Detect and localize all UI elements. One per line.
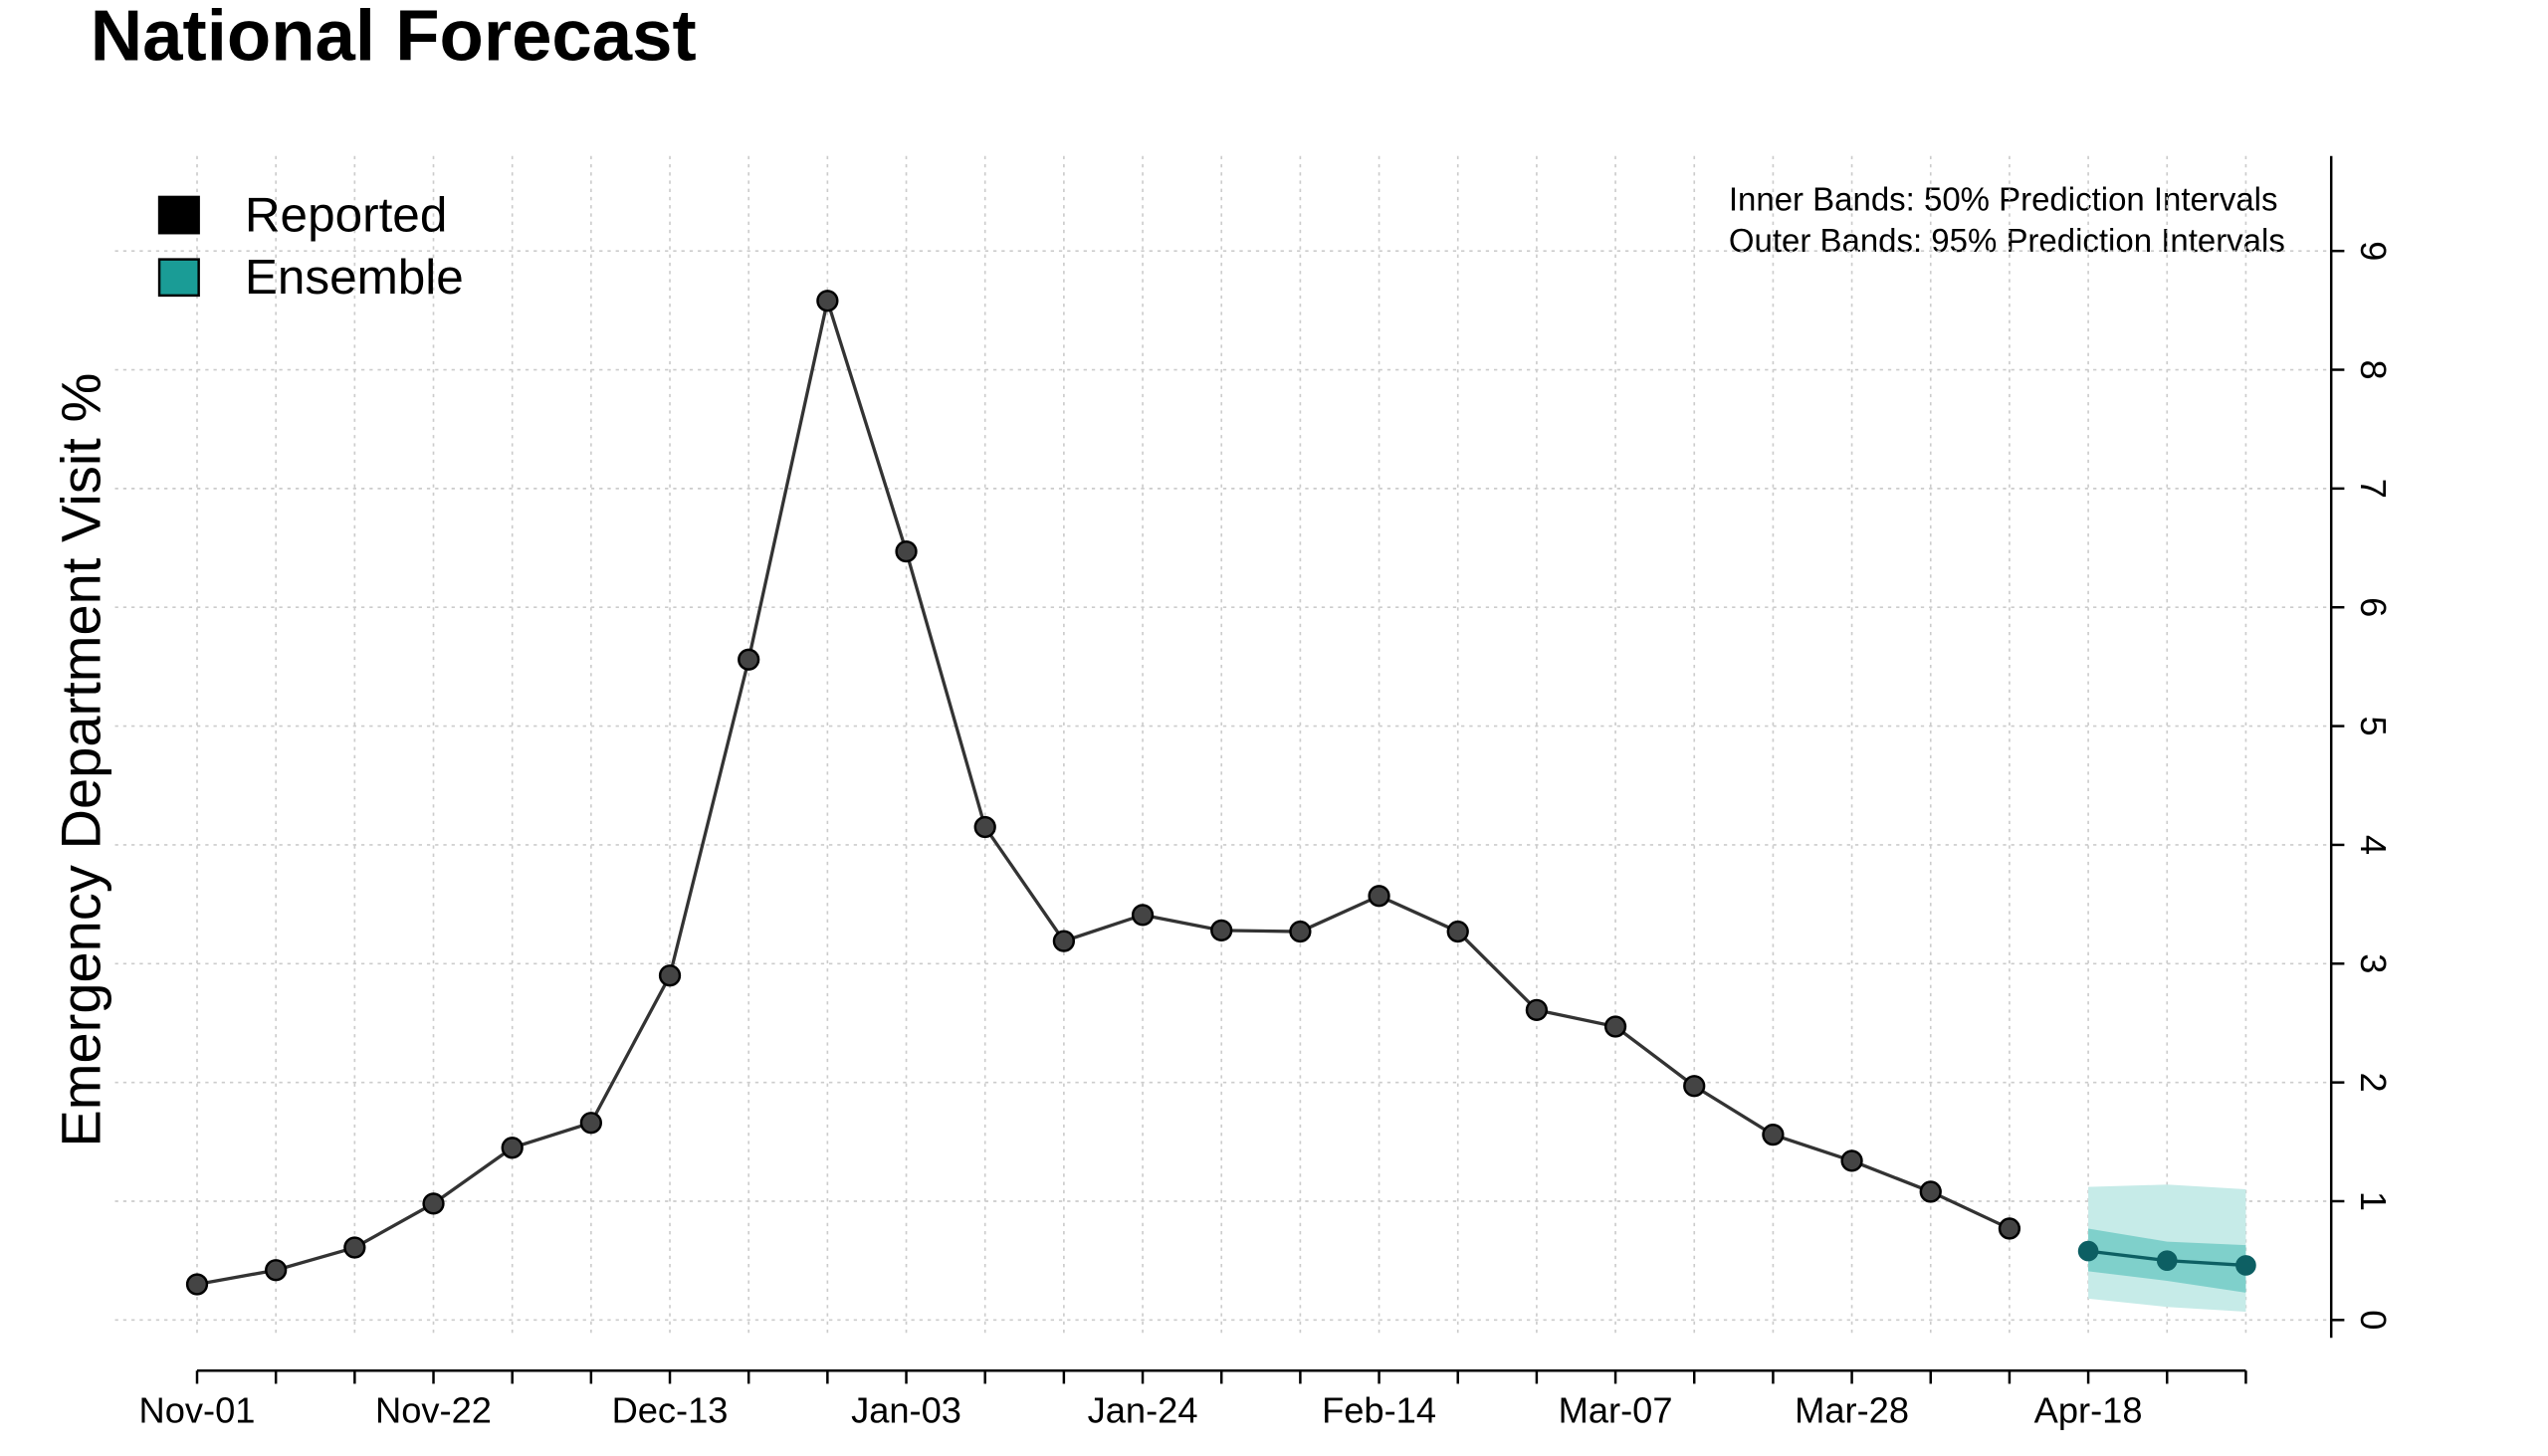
data-point (2156, 1250, 2178, 1271)
y-tick-label: 8 (2353, 359, 2394, 379)
legend-swatch (157, 258, 200, 298)
y-axis-label: Emergency Department Visit % (50, 373, 112, 1147)
data-point (422, 1192, 445, 1215)
annotation: Outer Bands: 95% Prediction Intervals (1729, 222, 2285, 259)
data-point (1840, 1149, 1863, 1172)
series-line (196, 294, 2011, 1287)
data-point (1762, 1124, 1785, 1146)
data-point (2235, 1255, 2256, 1276)
data-point (1919, 1180, 1942, 1203)
plot-area (185, 290, 2256, 1312)
data-point (1683, 1075, 1706, 1098)
data-point (973, 815, 996, 839)
x-tick-label: Nov-22 (375, 1390, 492, 1431)
data-point (1289, 920, 1312, 943)
legend-label: Reported (245, 187, 448, 242)
data-point (265, 1259, 288, 1282)
y-tick-label: 2 (2353, 1073, 2394, 1093)
data-point (658, 964, 682, 987)
legend-label: Ensemble (245, 250, 464, 305)
x-tick-label: Jan-03 (851, 1390, 961, 1431)
data-point (1998, 1217, 2021, 1240)
data-point (1446, 920, 1469, 943)
y-tick-label: 4 (2353, 835, 2394, 855)
y-tick-label: 6 (2353, 597, 2394, 617)
x-tick-label: Mar-07 (1559, 1390, 1673, 1431)
data-point (895, 540, 918, 563)
y-tick-label: 3 (2353, 953, 2394, 973)
y-tick-label: 0 (2353, 1310, 2394, 1330)
y-tick-label: 7 (2353, 479, 2394, 499)
data-point (1052, 930, 1076, 952)
y-tick-label: 9 (2353, 241, 2394, 261)
x-tick-label: Jan-24 (1088, 1390, 1198, 1431)
annotation: Inner Bands: 50% Prediction Intervals (1729, 181, 2278, 218)
x-tick-label: Nov-01 (139, 1390, 256, 1431)
x-tick-label: Feb-14 (1322, 1390, 1436, 1431)
data-point (1603, 1015, 1627, 1038)
data-point (1210, 919, 1233, 942)
x-tick-label: Dec-13 (612, 1390, 729, 1431)
y-tick-label: 5 (2353, 716, 2394, 735)
data-point (501, 1137, 524, 1159)
data-point (579, 1112, 602, 1135)
data-point (185, 1273, 209, 1296)
legend-swatch (157, 195, 200, 235)
data-point (1368, 885, 1390, 908)
data-point (1525, 998, 1549, 1021)
data-point (343, 1236, 366, 1259)
data-point (816, 290, 839, 312)
data-point (1131, 904, 1155, 927)
y-tick-label: 1 (2353, 1191, 2394, 1211)
x-tick-label: Mar-28 (1795, 1390, 1909, 1431)
grid (114, 155, 2332, 1339)
chart-title: National Forecast (91, 0, 697, 76)
x-tick-label: Apr-18 (2034, 1390, 2143, 1431)
data-point (738, 648, 760, 671)
data-point (2077, 1240, 2099, 1262)
